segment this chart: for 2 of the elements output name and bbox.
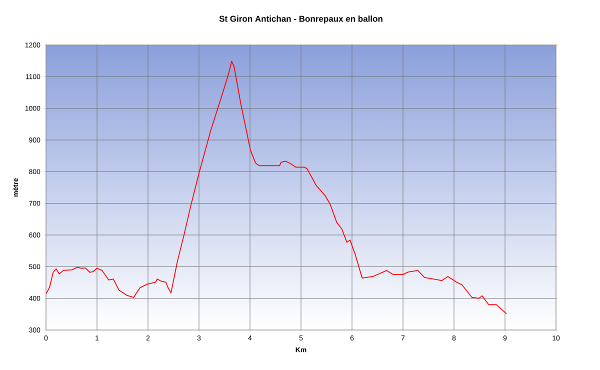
line-series <box>46 60 507 314</box>
chart-title: St Giron Antichan - Bonrepaux en ballon <box>219 16 382 24</box>
